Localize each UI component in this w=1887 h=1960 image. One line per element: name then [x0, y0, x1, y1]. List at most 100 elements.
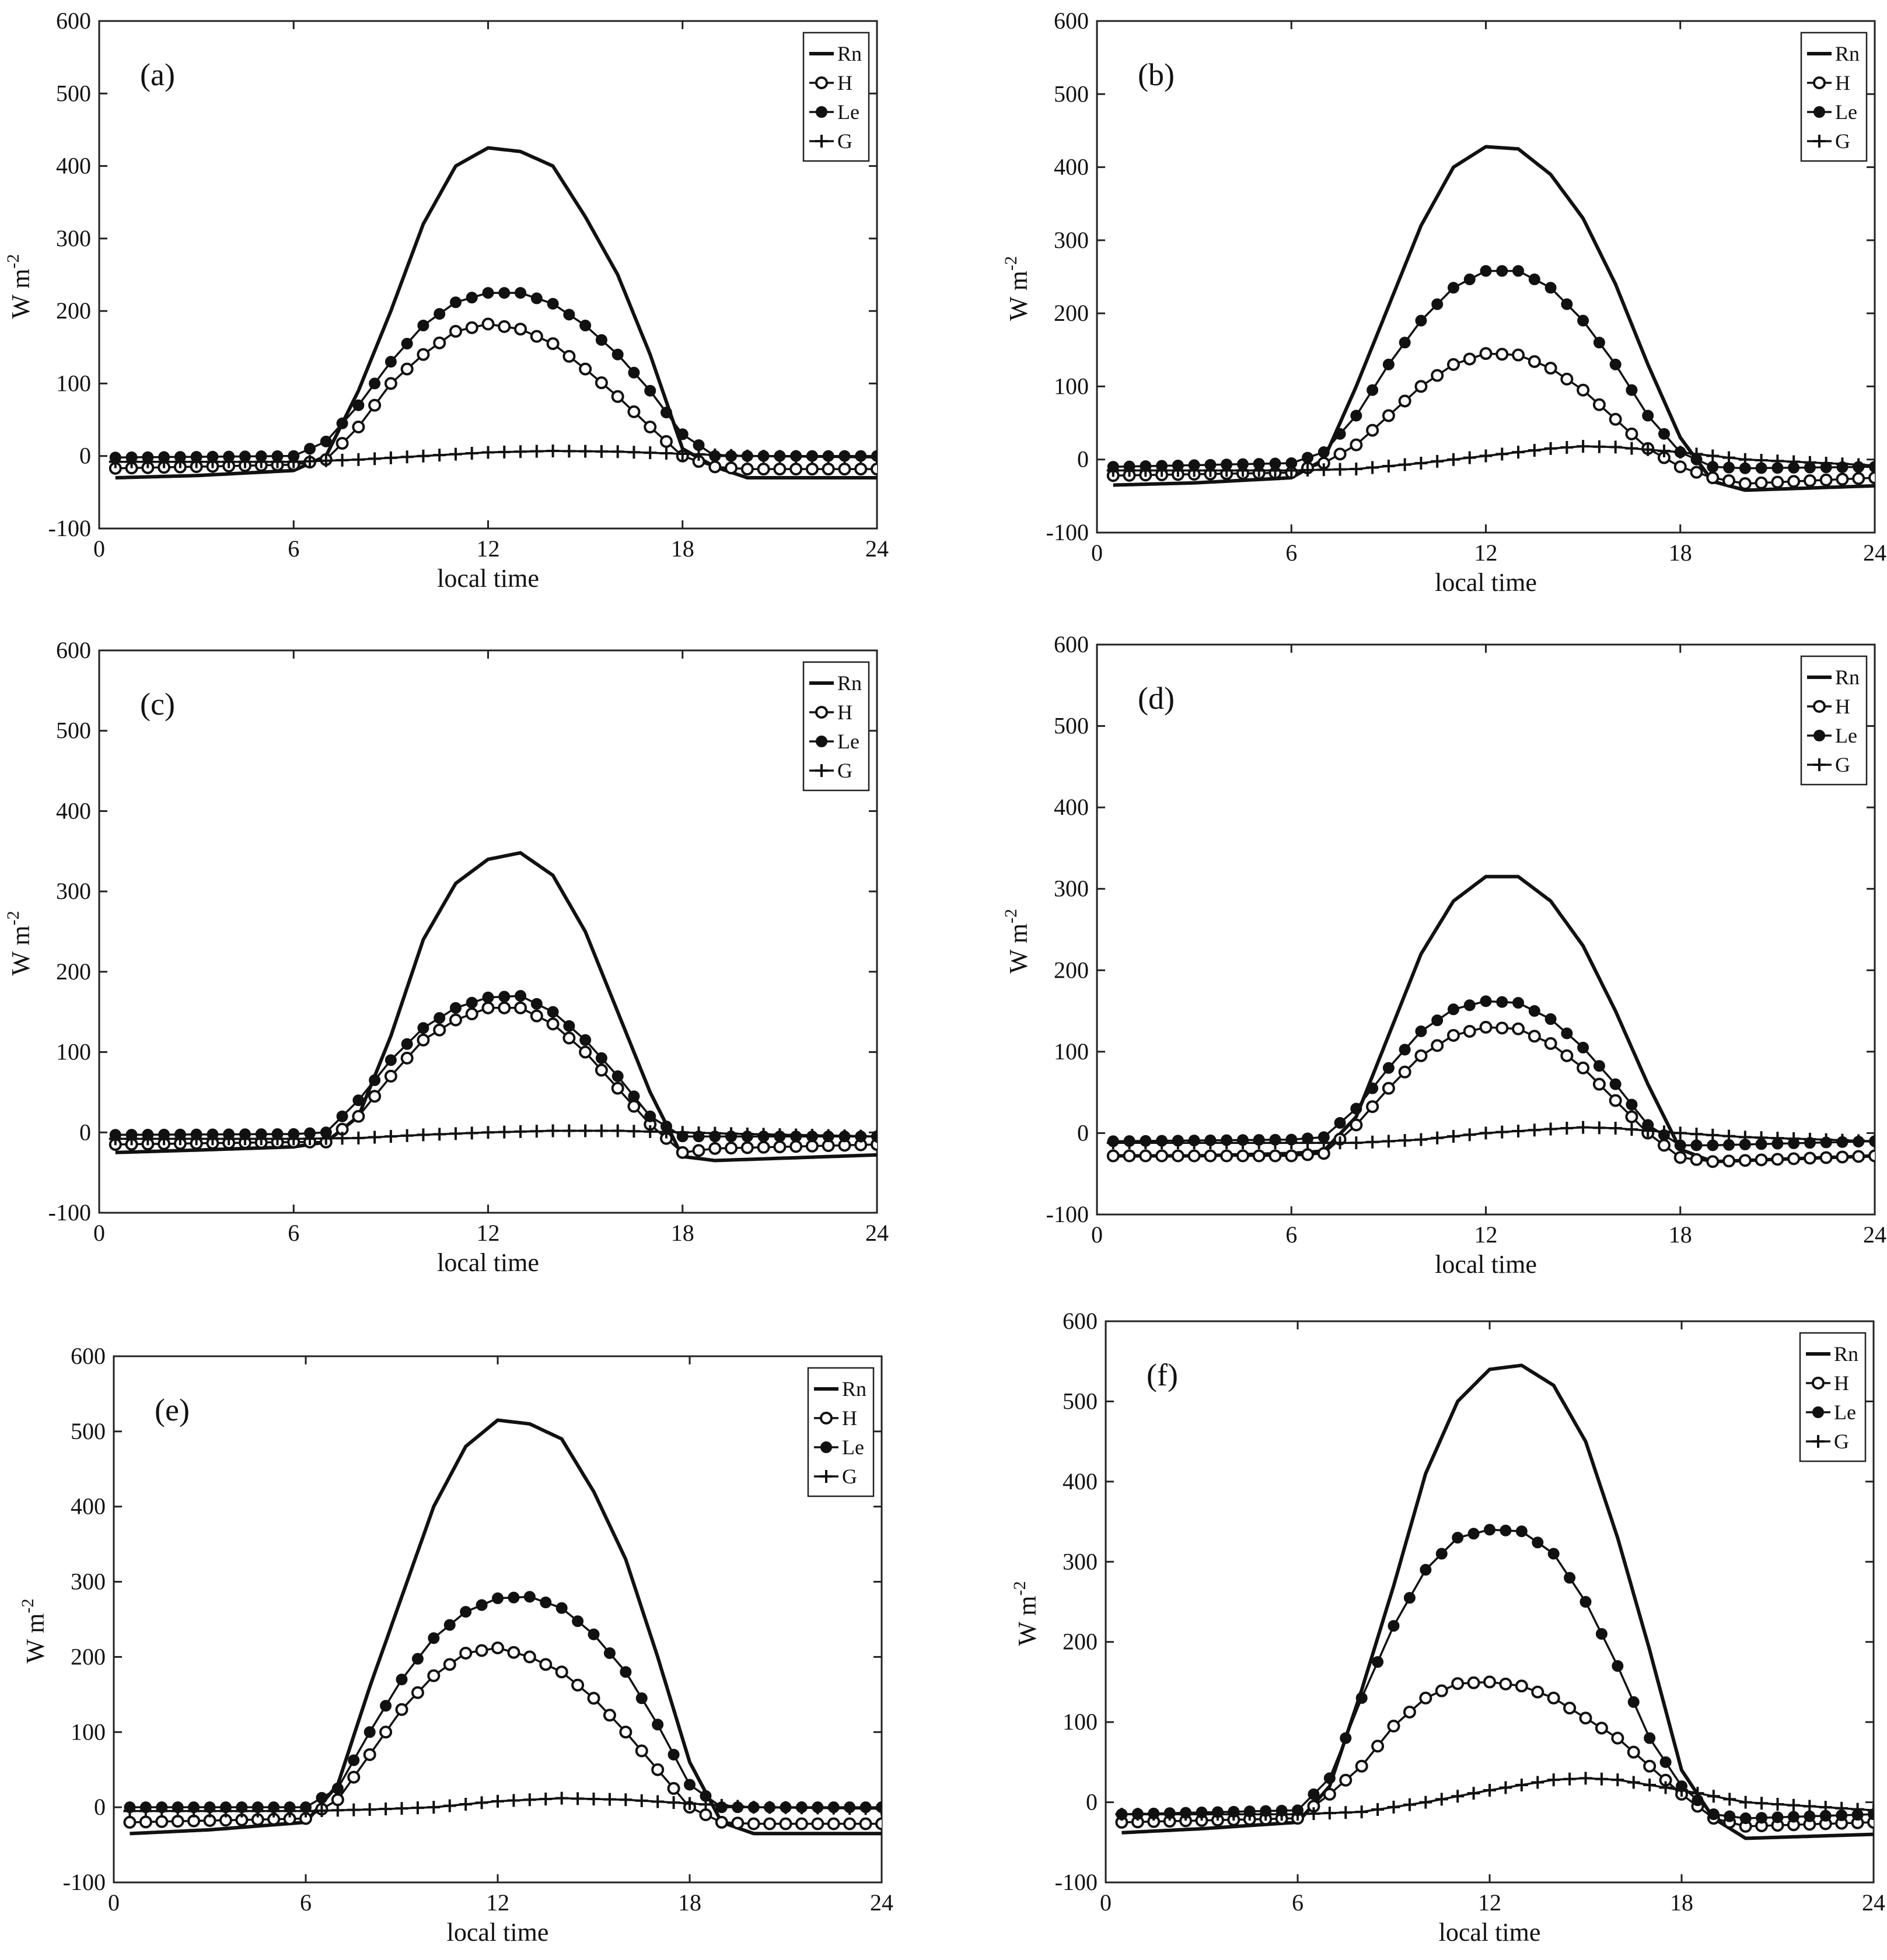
- legend-label: G: [1835, 753, 1850, 776]
- y-tick-label: -100: [1046, 519, 1089, 545]
- data-point-g: [1512, 1124, 1525, 1138]
- data-point-le: [1500, 1524, 1512, 1536]
- data-point-h: [1673, 1151, 1687, 1164]
- data-point-g: [400, 450, 414, 464]
- x-axis-title: local time: [447, 1918, 549, 1947]
- data-point-h: [692, 1144, 705, 1157]
- x-axis-title: local time: [1435, 568, 1537, 597]
- data-point-g: [1243, 1808, 1256, 1821]
- data-point-h: [1544, 1037, 1557, 1050]
- data-point-h: [1528, 1030, 1541, 1043]
- data-point-le: [1642, 410, 1654, 422]
- data-point-h: [740, 463, 754, 476]
- series-line-h: [130, 1647, 882, 1825]
- plot-frame: [1105, 1320, 1875, 1884]
- data-point-h: [1690, 1153, 1703, 1166]
- data-point-le: [523, 1591, 536, 1603]
- data-point-h: [1531, 1685, 1544, 1699]
- y-axis-exponent: -2: [1001, 256, 1021, 271]
- data-point-h: [805, 1139, 819, 1153]
- y-tick-label: 400: [1063, 1468, 1098, 1494]
- data-point-le: [1626, 384, 1638, 396]
- legend-label: Rn: [837, 671, 862, 695]
- data-point-le: [515, 990, 527, 1002]
- data-point-le: [1420, 1564, 1432, 1576]
- data-point-le: [492, 1592, 504, 1604]
- legend-label: H: [1834, 1371, 1849, 1395]
- data-point-g: [1419, 1796, 1432, 1809]
- data-point-g: [838, 1129, 851, 1143]
- y-tick-label: 100: [1054, 373, 1089, 399]
- data-point-h: [155, 1815, 169, 1828]
- data-point-g: [875, 1802, 882, 1815]
- data-point-g: [1350, 463, 1363, 476]
- data-point-g: [1285, 464, 1298, 477]
- data-point-g: [1252, 464, 1266, 477]
- data-point-g: [1657, 1125, 1671, 1139]
- data-point-g: [1836, 457, 1849, 471]
- data-point-g: [571, 1792, 585, 1805]
- x-tick-label: 24: [865, 1220, 889, 1246]
- data-point-h: [854, 463, 868, 476]
- data-point-g: [1852, 1134, 1865, 1147]
- data-point-le: [1528, 1005, 1540, 1017]
- data-point-g: [1366, 1135, 1379, 1149]
- data-point-h: [1495, 348, 1509, 361]
- x-tick-label: 24: [870, 1889, 893, 1916]
- data-point-g: [352, 1131, 365, 1144]
- data-point-g: [1579, 1772, 1592, 1785]
- data-point-h: [1592, 1077, 1606, 1091]
- data-point-le: [1593, 1060, 1605, 1072]
- data-point-le: [1467, 1528, 1480, 1540]
- data-point-g: [644, 446, 657, 460]
- data-point-h: [747, 1817, 760, 1831]
- data-point-h: [827, 1817, 840, 1831]
- data-point-le: [401, 338, 413, 350]
- data-point-h: [725, 1142, 738, 1155]
- legend-marker-le: [1813, 730, 1825, 741]
- x-axis-title: local time: [1435, 1250, 1537, 1279]
- data-point-g: [1691, 1787, 1704, 1800]
- data-point-g: [449, 447, 462, 461]
- data-point-g: [619, 1793, 633, 1807]
- data-point-h: [433, 336, 446, 349]
- panel-label: (c): [140, 687, 175, 722]
- data-point-h: [363, 1748, 376, 1761]
- data-point-le: [871, 450, 877, 462]
- data-point-g: [299, 1804, 312, 1818]
- series-h: [1106, 1020, 1875, 1168]
- data-point-le: [611, 1070, 624, 1082]
- data-point-g: [757, 450, 770, 463]
- data-point-g: [141, 455, 155, 468]
- data-point-g: [740, 1128, 754, 1141]
- data-point-h: [1868, 1149, 1875, 1163]
- data-point-h: [871, 463, 877, 476]
- legend: Rn H Le G: [802, 661, 870, 792]
- y-tick-label: 500: [1054, 80, 1089, 107]
- data-point-le: [588, 1628, 600, 1640]
- y-axis-unit: W m: [1013, 1596, 1042, 1646]
- data-point-h: [659, 435, 673, 448]
- data-point-le: [1367, 384, 1379, 396]
- data-point-h: [740, 1141, 754, 1154]
- data-point-le: [1595, 1628, 1608, 1640]
- legend-marker-h: [815, 706, 828, 719]
- data-point-g: [1528, 444, 1541, 457]
- data-point-le: [1739, 1812, 1752, 1825]
- data-point-h: [475, 1644, 488, 1657]
- data-point-g: [1387, 1800, 1400, 1814]
- data-point-h: [1366, 424, 1379, 437]
- data-point-h: [1371, 1740, 1385, 1753]
- data-point-h: [757, 463, 770, 476]
- data-point-g: [1852, 458, 1865, 471]
- data-point-g: [411, 1801, 424, 1815]
- data-point-h: [1852, 472, 1865, 485]
- legend-label: Rn: [1834, 1342, 1858, 1366]
- data-point-h: [123, 1815, 137, 1829]
- data-point-le: [466, 996, 478, 1009]
- data-point-g: [384, 451, 397, 464]
- data-point-g: [283, 1804, 296, 1818]
- data-point-le: [466, 292, 478, 304]
- data-point-h: [1451, 1677, 1465, 1690]
